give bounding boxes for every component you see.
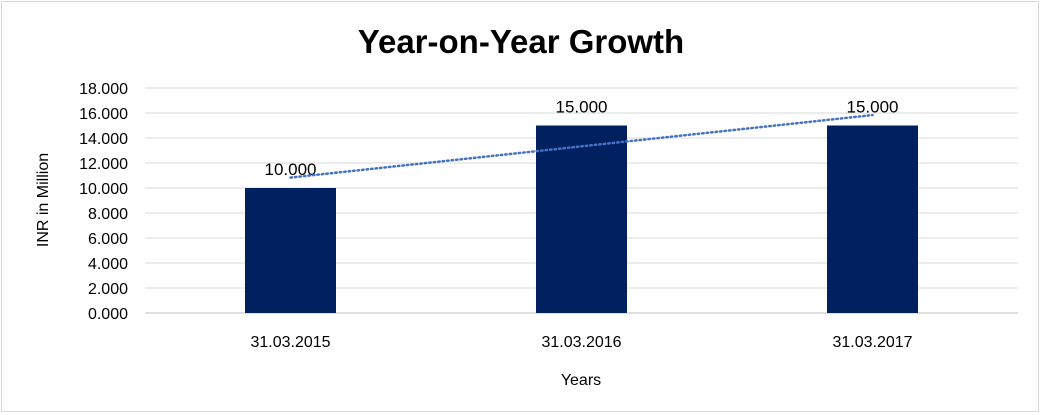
data-label: 15.000 <box>847 98 899 117</box>
bars <box>245 125 918 313</box>
x-tick-label: 31.03.2015 <box>250 334 330 351</box>
x-axis-title: Years <box>561 372 601 389</box>
y-tick-label: 0.000 <box>88 306 128 323</box>
x-tick-label: 31.03.2017 <box>832 334 912 351</box>
y-axis-title: INR in Million <box>35 153 52 247</box>
y-tick-label: 12.000 <box>79 156 128 173</box>
data-label: 15.000 <box>556 98 608 117</box>
data-labels: 10.000 15.000 15.000 <box>265 98 899 180</box>
bar <box>827 125 918 313</box>
y-axis-ticks: 0.000 2.000 4.000 6.000 8.000 10.000 12.000 14.… <box>79 81 128 323</box>
y-tick-label: 8.000 <box>88 206 128 223</box>
trendline-line <box>289 113 874 179</box>
x-axis-ticks: 31.03.2015 31.03.2016 31.03.2017 <box>250 334 912 351</box>
y-tick-label: 10.000 <box>79 181 128 198</box>
chart-title: Year-on-Year Growth <box>358 23 684 60</box>
y-tick-label: 14.000 <box>79 131 128 148</box>
bar <box>245 188 336 313</box>
bar <box>536 125 627 313</box>
y-tick-label: 6.000 <box>88 231 128 248</box>
x-tick-label: 31.03.2016 <box>541 334 621 351</box>
y-tick-label: 18.000 <box>79 81 128 98</box>
y-tick-label: 16.000 <box>79 106 128 123</box>
data-label: 10.000 <box>265 160 317 179</box>
y-tick-label: 2.000 <box>88 281 128 298</box>
trendline <box>289 113 874 179</box>
y-tick-label: 4.000 <box>88 256 128 273</box>
